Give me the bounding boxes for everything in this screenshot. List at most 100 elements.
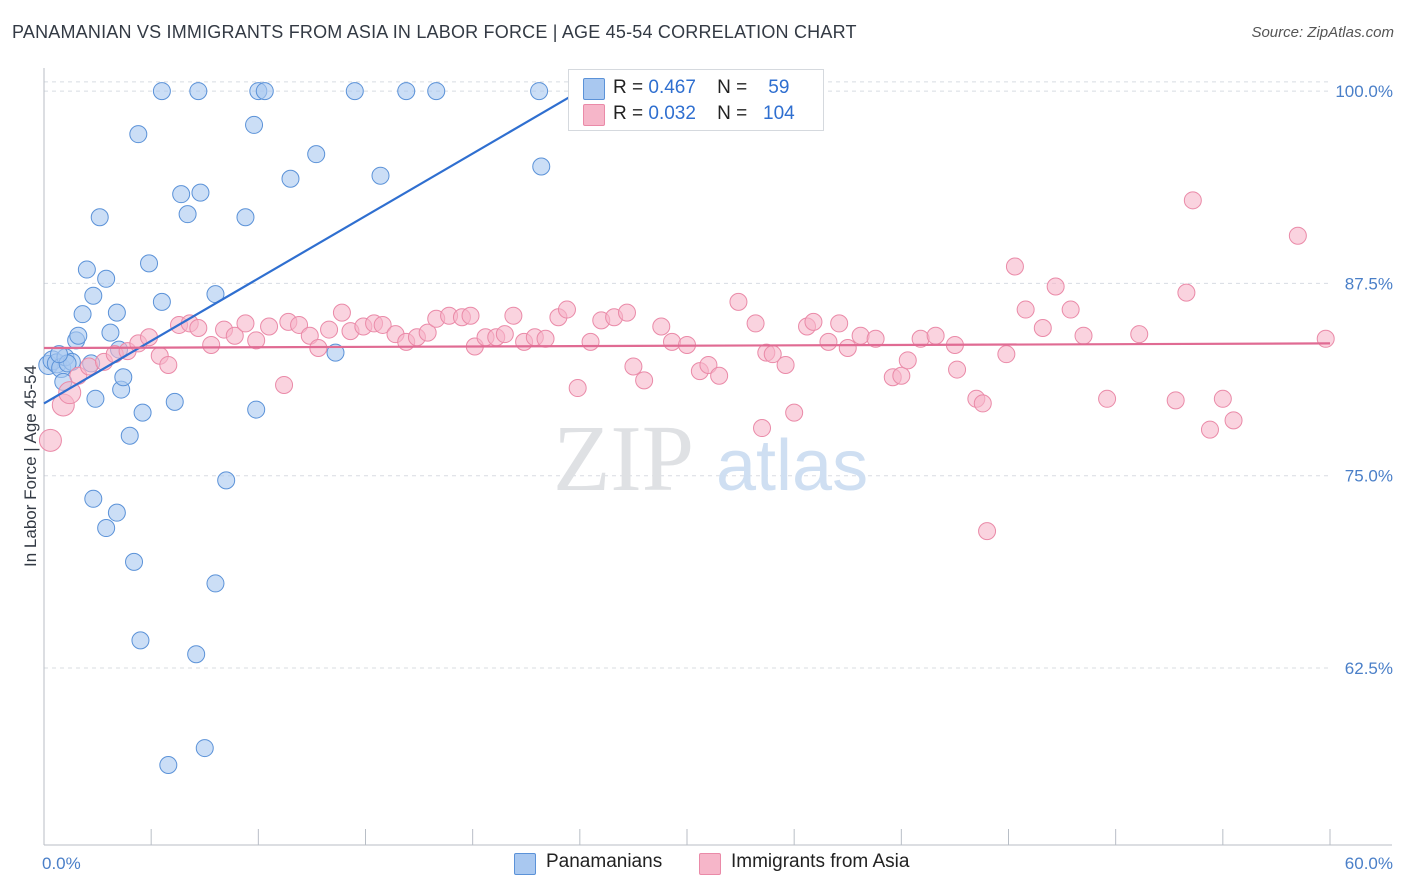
- point-immigrants-asia: [926, 326, 945, 345]
- point-panamanians: [191, 183, 210, 202]
- point-immigrants-asia: [236, 314, 255, 333]
- point-panamanians: [281, 169, 300, 188]
- legend-n-value: 104: [763, 103, 795, 124]
- point-immigrants-asia: [202, 335, 221, 354]
- watermark: ZIP atlas: [553, 407, 868, 511]
- point-panamanians: [189, 82, 208, 101]
- legend-n-label: N =: [717, 103, 748, 124]
- point-panamanians: [195, 739, 214, 758]
- point-panamanians: [97, 519, 116, 538]
- point-immigrants-asia: [1288, 226, 1307, 245]
- point-immigrants-asia: [1074, 326, 1093, 345]
- point-panamanians: [133, 403, 152, 422]
- legend-n-value: 59: [768, 77, 790, 98]
- legend-swatch-panamanians: [583, 78, 605, 100]
- point-panamanians: [77, 260, 96, 279]
- point-panamanians: [101, 323, 120, 342]
- watermark-atlas: atlas: [716, 426, 868, 506]
- point-immigrants-asia: [819, 332, 838, 351]
- point-immigrants-asia: [159, 355, 178, 374]
- point-immigrants-asia: [699, 355, 718, 374]
- point-immigrants-asia: [838, 339, 857, 358]
- y-axis-label: In Labor Force | Age 45-54: [21, 365, 40, 567]
- bottom-legend-swatch: [514, 853, 536, 875]
- point-panamanians: [172, 185, 191, 204]
- point-immigrants-asia: [275, 375, 294, 394]
- point-immigrants-asia: [1200, 420, 1219, 439]
- point-immigrants-asia: [320, 320, 339, 339]
- trend-line-immigrants-asia: [43, 342, 1331, 350]
- point-immigrants-asia: [1098, 389, 1117, 408]
- point-panamanians: [97, 269, 116, 288]
- point-immigrants-asia: [1016, 300, 1035, 319]
- tick-labels: 62.5% 75.0% 87.5% 100.0% 0.0% 60.0%: [42, 82, 1393, 873]
- point-immigrants-asia: [189, 319, 208, 338]
- point-panamanians: [125, 552, 144, 571]
- point-panamanians: [50, 345, 69, 364]
- point-immigrants-asia: [1177, 283, 1196, 302]
- point-immigrants-asia: [776, 355, 795, 374]
- legend-r-value: 0.467: [648, 77, 696, 98]
- point-panamanians: [152, 292, 171, 311]
- y-tick-label: 87.5%: [1345, 274, 1393, 293]
- point-immigrants-asia: [1316, 329, 1335, 348]
- x-tick-label: 60.0%: [1345, 854, 1393, 873]
- point-panamanians: [245, 115, 264, 134]
- point-immigrants-asia: [1224, 411, 1243, 430]
- point-immigrants-asia: [804, 312, 823, 331]
- point-immigrants-asia: [300, 326, 319, 345]
- point-immigrants-asia: [652, 317, 671, 336]
- point-immigrants-asia: [1213, 389, 1232, 408]
- point-immigrants-asia: [617, 303, 636, 322]
- stats-legend: R = 0.467 N = 59 R = 0.032 N = 104: [568, 69, 824, 131]
- grid-lines: [44, 81, 1330, 669]
- point-panamanians: [187, 645, 206, 664]
- chart-title: PANAMANIAN VS IMMIGRANTS FROM ASIA IN LA…: [12, 22, 857, 42]
- point-panamanians: [397, 82, 416, 101]
- point-immigrants-asia: [710, 366, 729, 385]
- point-panamanians: [107, 503, 126, 522]
- point-panamanians: [326, 343, 345, 362]
- point-panamanians: [345, 82, 364, 101]
- point-immigrants-asia: [662, 332, 681, 351]
- point-immigrants-asia: [1005, 257, 1024, 276]
- point-panamanians: [86, 389, 105, 408]
- point-immigrants-asia: [461, 306, 480, 325]
- point-immigrants-asia: [1130, 325, 1149, 344]
- point-panamanians: [90, 208, 109, 227]
- point-panamanians: [178, 205, 197, 224]
- point-panamanians: [129, 125, 148, 144]
- point-panamanians: [165, 392, 184, 411]
- point-immigrants-asia: [997, 345, 1016, 364]
- data-points: [38, 82, 1335, 774]
- point-immigrants-asia: [536, 329, 555, 348]
- bottom-legend-label: Panamanians: [546, 851, 663, 872]
- point-immigrants-asia: [290, 315, 309, 334]
- point-panamanians: [69, 326, 88, 345]
- point-immigrants-asia: [1166, 391, 1185, 410]
- point-immigrants-asia: [332, 303, 351, 322]
- point-panamanians: [206, 574, 225, 593]
- point-immigrants-asia: [785, 403, 804, 422]
- point-panamanians: [307, 145, 326, 164]
- point-immigrants-asia: [495, 325, 514, 344]
- point-panamanians: [84, 286, 103, 305]
- point-panamanians: [427, 82, 446, 101]
- watermark-zip: ZIP: [553, 407, 694, 511]
- y-tick-label: 100.0%: [1335, 82, 1393, 101]
- point-immigrants-asia: [260, 317, 279, 336]
- point-immigrants-asia: [866, 329, 885, 348]
- x-tick-label: 0.0%: [42, 854, 81, 873]
- point-immigrants-asia: [418, 323, 437, 342]
- point-panamanians: [371, 166, 390, 185]
- point-immigrants-asia: [568, 379, 587, 398]
- legend-r-label: R =: [613, 77, 644, 98]
- point-immigrants-asia: [948, 360, 967, 379]
- point-panamanians: [247, 400, 266, 419]
- legend-swatch-immigrants-asia: [583, 104, 605, 126]
- axes: [43, 68, 1392, 846]
- bottom-legend-swatch: [699, 853, 721, 875]
- y-tick-label: 62.5%: [1345, 659, 1393, 678]
- point-panamanians: [114, 368, 133, 387]
